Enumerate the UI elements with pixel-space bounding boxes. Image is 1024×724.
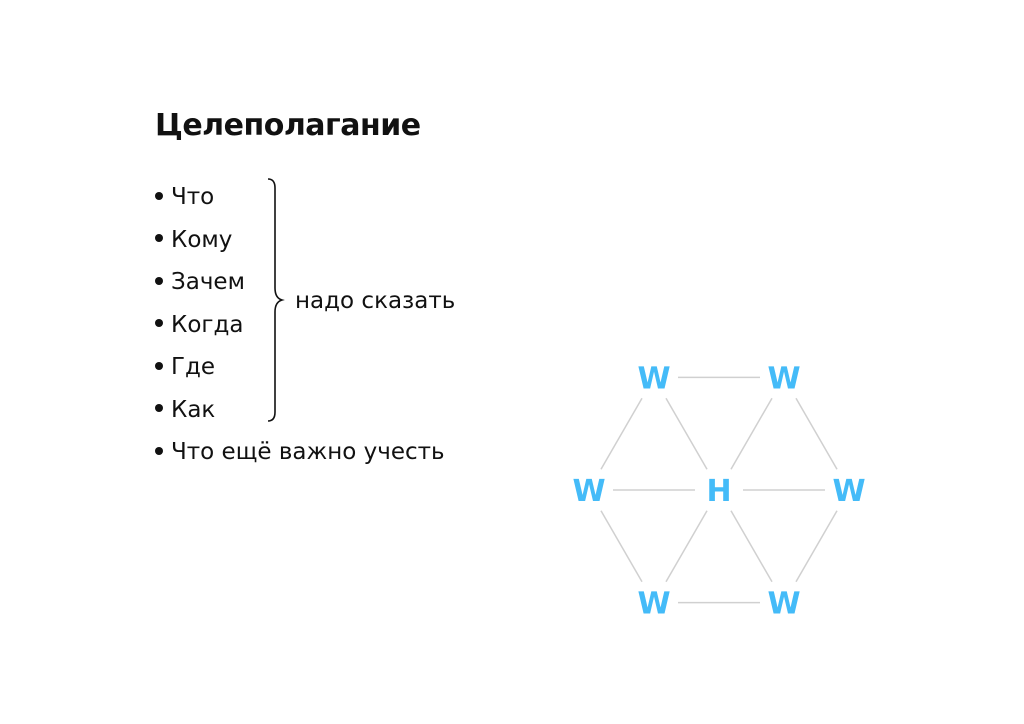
- diagram-node-w: W: [767, 361, 800, 396]
- bullet-icon: [155, 191, 163, 200]
- bullet-text: Когда: [171, 311, 244, 338]
- diagram-node-w: W: [572, 474, 605, 509]
- bullet-text: Зачем: [171, 269, 245, 295]
- diagram-node-w: W: [832, 474, 865, 509]
- bullet-icon: [155, 404, 163, 412]
- bullet-item: Что: [155, 180, 445, 223]
- diagram-node-w: W: [637, 587, 670, 622]
- diagram-edge: [795, 510, 838, 583]
- bullet-text: Как: [171, 396, 216, 423]
- bullet-item: Кому: [155, 223, 445, 266]
- diagram-edge: [795, 397, 838, 470]
- diagram-node-w: W: [637, 361, 670, 396]
- curly-brace-icon: [267, 178, 285, 422]
- brace-note: надо сказать: [295, 288, 456, 314]
- diagram-edge: [665, 510, 708, 583]
- bullet-text: Что: [171, 184, 215, 210]
- bullet-icon: [155, 234, 163, 242]
- bullet-text: Где: [171, 354, 216, 380]
- diagram-edge: [600, 397, 643, 470]
- bullet-item: Когда: [155, 308, 445, 351]
- diagram-node-w: W: [767, 587, 800, 622]
- bullet-icon: [155, 446, 163, 455]
- bullet-list: Что Кому Зачем Когда Где Как Что ещё важ…: [155, 180, 445, 478]
- bullet-icon: [155, 319, 163, 327]
- diagram-node-h: H: [706, 474, 731, 509]
- bullet-item: Как: [155, 393, 445, 436]
- bullet-icon: [155, 361, 163, 370]
- bullet-item: Что ещё важно учесть: [155, 435, 445, 478]
- bullet-text: Кому: [171, 226, 233, 253]
- bullet-text: Что ещё важно учесть: [171, 439, 445, 465]
- diagram-edge: [730, 510, 773, 583]
- diagram-edge: [730, 397, 773, 470]
- slide-title: Целеполагание: [155, 108, 421, 143]
- bullet-item: Где: [155, 350, 445, 393]
- bullet-icon: [155, 276, 163, 285]
- diagram-edge: [665, 397, 708, 470]
- bullet-item: Зачем: [155, 265, 445, 308]
- diagram-edge: [600, 510, 643, 583]
